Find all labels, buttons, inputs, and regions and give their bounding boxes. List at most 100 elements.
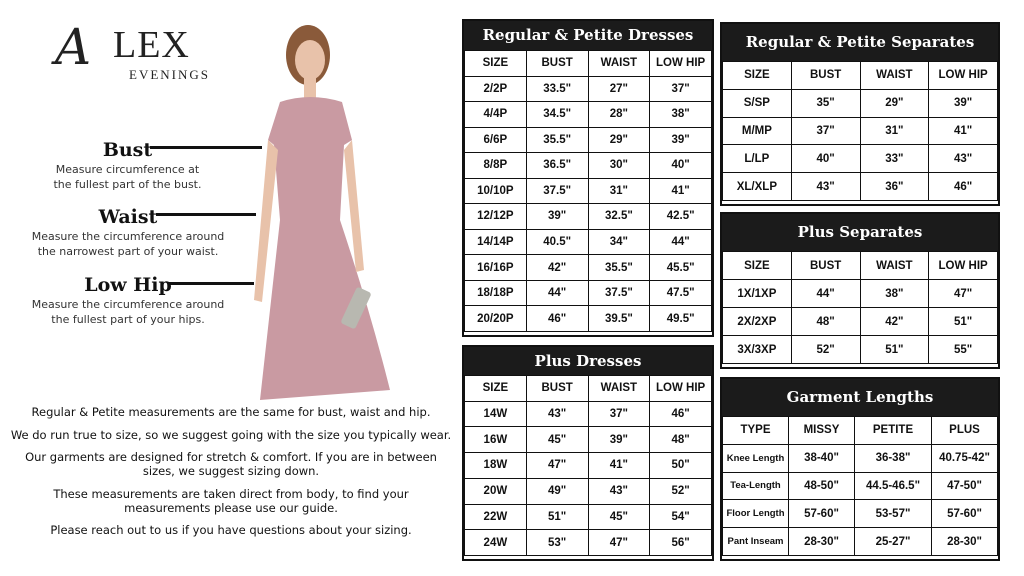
table-cell: 46" — [928, 172, 998, 201]
column-header: PETITE — [854, 416, 932, 445]
table-cell: 41" — [928, 116, 998, 146]
bust-desc-2: the fullest part of the bust. — [53, 178, 202, 191]
table-cell: 45" — [587, 503, 651, 531]
table-title: Regular & Petite Separates — [722, 24, 998, 61]
table-cell: Floor Length — [722, 499, 789, 529]
table-cell: 50" — [649, 452, 712, 479]
alex-evenings-logo: A LEX EVENINGS — [55, 18, 210, 82]
table-row: Knee Length 38-40" 36-38" 40.75-42" — [722, 443, 998, 473]
column-header: WAIST — [587, 50, 651, 77]
table-row: 1X/1XP 44" 38" 47" — [722, 279, 998, 308]
table-cell: 44" — [525, 279, 589, 307]
table-cell: 38" — [859, 279, 930, 308]
column-header: LOW HIP — [928, 61, 998, 90]
waist-desc-1: Measure the circumference around — [31, 230, 225, 243]
table-cell: 40.75-42" — [931, 443, 998, 473]
table-row: Tea-Length 48-50" 44.5-46.5" 47-50" — [722, 471, 998, 501]
table-title: Plus Separates — [722, 214, 998, 251]
table-cell: 29" — [587, 126, 651, 154]
low-hip-measurement: Low Hip Measure the circumference around… — [28, 273, 228, 327]
bust-label: Bust — [102, 139, 153, 161]
table-cell: 37.5" — [525, 177, 589, 205]
table-row: 16/16P 42" 35.5" 45.5" — [464, 254, 712, 281]
column-header: TYPE — [722, 416, 789, 445]
table-row: L/LP 40" 33" 43" — [722, 144, 998, 174]
low-hip-desc-1: Measure the circumference around — [31, 298, 225, 311]
low-hip-desc-2: the fullest part of your hips. — [51, 313, 205, 326]
table-row: 4/4P 34.5" 28" 38" — [464, 101, 712, 128]
table-cell: 16W — [464, 426, 527, 454]
table-cell: 18W — [464, 452, 527, 479]
table-cell: 35" — [790, 88, 861, 118]
table-cell: 8/8P — [464, 152, 527, 179]
column-header: SIZE — [464, 375, 527, 402]
column-header: WAIST — [587, 375, 651, 402]
table-cell: Knee Length — [722, 443, 789, 473]
table-row: Floor Length 57-60" 53-57" 57-60" — [722, 499, 998, 529]
table-cell: 48" — [790, 307, 861, 336]
table-cell: 28" — [587, 101, 651, 128]
table-row: 16W 45" 39" 48" — [464, 426, 712, 454]
bust-measurement: Bust Measure circumference at the fulles… — [50, 138, 205, 192]
table-cell: 20W — [464, 477, 527, 505]
table-row: Pant Inseam 28-30" 25-27" 28-30" — [722, 527, 998, 556]
table-cell: 2/2P — [464, 75, 527, 103]
table-row: 10/10P 37.5" 31" 41" — [464, 177, 712, 205]
table-cell: 38" — [649, 101, 712, 128]
column-header: BUST — [525, 375, 589, 402]
table-cell: 42.5" — [649, 203, 712, 230]
plus-separates-table: Plus Separates SIZE BUST WAIST LOW HIP 1X/1XP… — [720, 212, 1000, 369]
table-row: 20W 49" 43" 52" — [464, 477, 712, 505]
note-2: We do run true to size, so we suggest go… — [10, 427, 452, 442]
table-cell: 18/18P — [464, 279, 527, 307]
table-cell: M/MP — [722, 116, 792, 146]
table-cell: 51" — [859, 335, 930, 364]
bust-desc-1: Measure circumference at — [55, 163, 200, 176]
low-hip-pointer-line — [168, 282, 254, 285]
table-cell: 43" — [790, 172, 861, 201]
table-cell: Tea-Length — [722, 471, 789, 501]
table-cell: 2X/2XP — [722, 307, 792, 336]
table-cell: 42" — [859, 307, 930, 336]
column-header: BUST — [790, 251, 861, 280]
table-cell: 47" — [587, 529, 651, 556]
column-header: SIZE — [722, 61, 792, 90]
table-cell: 4/4P — [464, 101, 527, 128]
table-cell: 12/12P — [464, 203, 527, 230]
table-cell: Pant Inseam — [722, 527, 789, 556]
note-3: Our garments are designed for stretch & … — [25, 450, 437, 478]
table-cell: 36" — [859, 172, 930, 201]
column-header-row: SIZE BUST WAIST LOW HIP — [722, 61, 998, 90]
table-cell: XL/XLP — [722, 172, 792, 201]
table-cell: 3X/3XP — [722, 335, 792, 364]
table-cell: 47" — [928, 279, 998, 308]
table-cell: 49.5" — [649, 305, 712, 332]
table-cell: 20/20P — [464, 305, 527, 332]
table-cell: 47-50" — [931, 471, 998, 501]
table-row: 18/18P 44" 37.5" 47.5" — [464, 279, 712, 307]
table-cell: 1X/1XP — [722, 279, 792, 308]
table-row: 12/12P 39" 32.5" 42.5" — [464, 203, 712, 230]
table-cell: 53" — [525, 529, 589, 556]
table-row: 8/8P 36.5" 30" 40" — [464, 152, 712, 179]
table-cell: 40" — [649, 152, 712, 179]
table-cell: 42" — [525, 254, 589, 281]
table-row: 14W 43" 37" 46" — [464, 400, 712, 428]
table-cell: 37" — [649, 75, 712, 103]
table-cell: 28-30" — [788, 527, 855, 556]
sizing-notes: Regular & Petite measurements are the sa… — [0, 405, 462, 546]
table-cell: 55" — [928, 335, 998, 364]
table-cell: 46" — [525, 305, 589, 332]
table-cell: 47.5" — [649, 279, 712, 307]
table-cell: 48" — [649, 426, 712, 454]
table-row: 22W 51" 45" 54" — [464, 503, 712, 531]
column-header: LOW HIP — [649, 375, 712, 402]
table-cell: 40.5" — [525, 228, 589, 256]
table-cell: 16/16P — [464, 254, 527, 281]
garment-lengths-table: Garment Lengths TYPE MISSY PETITE PLUS Knee L… — [720, 377, 1000, 561]
table-cell: 36-38" — [854, 443, 932, 473]
table-cell: 36.5" — [525, 152, 589, 179]
column-header: WAIST — [859, 61, 930, 90]
table-cell: 14W — [464, 400, 527, 428]
